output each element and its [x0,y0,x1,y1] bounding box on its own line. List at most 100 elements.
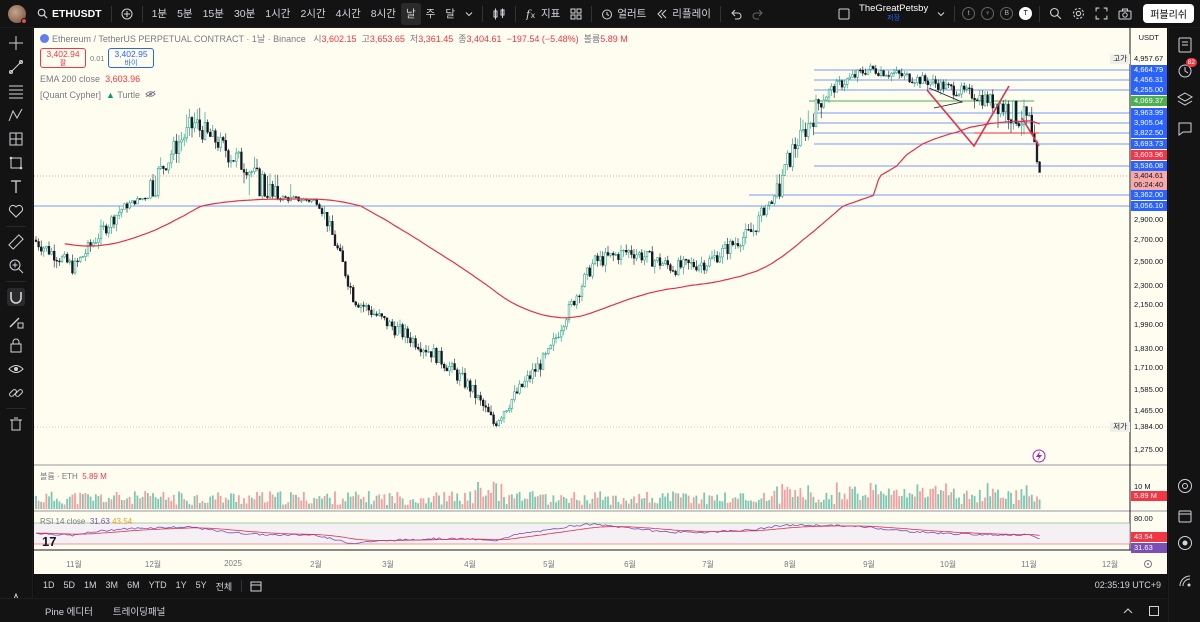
chart-area[interactable]: Ethereum / TetherUS PERPETUAL CONTRACT ·… [34,28,1167,574]
range-4[interactable]: 6M [127,579,140,590]
help-button[interactable] [1176,534,1194,552]
undo-button[interactable] [725,3,747,25]
interval-3[interactable]: 30분 [233,8,256,20]
pine-editor-tab[interactable]: Pine 에디터 [45,606,93,618]
buy-button[interactable]: 3,402.95 바이 [108,48,154,68]
candle [502,411,506,419]
magnet-tool[interactable] [7,288,25,306]
favorites-tool[interactable] [7,202,25,220]
layout-checkbox[interactable] [833,3,855,25]
calendar-range-icon[interactable] [250,580,262,592]
volume-bar [531,491,534,509]
range-8[interactable]: 전체 [215,581,233,592]
settings-button[interactable] [1067,3,1090,25]
interval-2[interactable]: 15분 [202,8,224,20]
low-label: 저 [409,34,419,44]
account-dropdown[interactable] [932,3,950,25]
range-3[interactable]: 3M [105,579,119,590]
currency-label[interactable]: USDT [1138,33,1159,42]
volume-bar [188,504,191,509]
interval-1[interactable]: 5분 [177,8,193,20]
ema-legend[interactable]: EMA 200 close 3,603.96 [40,74,140,84]
price-chart[interactable] [34,28,1167,574]
signals-button[interactable] [1176,477,1194,495]
interval-9[interactable]: 주 [425,8,436,20]
chart-type-button[interactable] [487,3,511,25]
social-circle-2[interactable]: ♀ [981,7,995,20]
interval-5[interactable]: 2시간 [300,8,326,20]
draw-mode-tool[interactable] [7,312,25,330]
trendline-tool[interactable] [7,58,25,76]
interval-dropdown[interactable] [460,3,478,25]
account-menu[interactable]: TheGreatPetsby 저장 [859,3,928,24]
calendar-button[interactable] [1176,507,1194,525]
add-symbol-button[interactable] [116,3,138,25]
time-settings-icon[interactable] [1143,559,1153,569]
clock[interactable]: 02:35:19 UTC+9 [1094,580,1161,590]
forecast-tool[interactable] [7,130,25,148]
plus-circle-icon [121,8,133,19]
tradingview-logo[interactable]: 17 [42,534,57,549]
eye-off-icon[interactable] [145,90,156,98]
link-tool[interactable] [7,384,25,402]
symbol-search[interactable]: ETHUSDT [32,3,107,25]
volume-legend[interactable]: 볼륨 · ETH 5.89 M [40,471,107,482]
interval-10[interactable]: 달 [445,8,455,20]
range-2[interactable]: 1M [84,579,97,590]
social-circle-4[interactable]: T [1019,7,1033,20]
shapes-tool[interactable] [7,154,25,172]
fullscreen-button[interactable] [1090,3,1113,25]
replay-button[interactable]: 리플레이 [651,3,716,25]
social-circle-1[interactable]: t [962,7,976,20]
templates-button[interactable] [565,3,587,25]
lock-tool[interactable] [7,336,25,354]
candle [281,196,285,201]
measure-tool[interactable] [7,233,25,251]
chat-button[interactable] [1176,120,1194,138]
interval-8[interactable]: 날 [400,2,421,25]
visibility-tool[interactable] [7,360,25,378]
range-5[interactable]: YTD [148,579,167,590]
range-0[interactable]: 1D [43,579,55,590]
fib-tool[interactable] [7,82,25,100]
range-7[interactable]: 5Y [195,579,207,590]
text-tool[interactable] [7,178,25,196]
quant-cypher-legend[interactable]: [Quant Cypher] ▲ Turtle [40,90,156,100]
range-6[interactable]: 1Y [175,579,187,590]
interval-6[interactable]: 4시간 [335,8,361,20]
user-avatar[interactable] [8,4,27,24]
volume-bar [133,491,136,509]
rsi-legend[interactable]: RSI 14 close 31.63 43.54 [40,517,132,526]
snapshot-button[interactable] [1113,3,1137,25]
watchlist-button[interactable] [1176,36,1194,54]
range-1[interactable]: 5D [63,579,76,590]
high-label: 고 [361,34,370,44]
crosshair-tool[interactable] [7,34,25,52]
redo-button[interactable] [747,3,769,25]
interval-4[interactable]: 1시간 [265,8,291,20]
delete-tool[interactable] [7,415,25,433]
volume-bar [822,499,825,509]
alert-button[interactable]: 얼러트 [596,3,651,25]
candle [645,251,649,258]
volume-bar [661,493,664,509]
zoom-tool[interactable] [7,257,25,275]
maximize-icon[interactable] [1148,605,1160,617]
sell-button[interactable]: 3,402.94 팔 [40,48,86,68]
social-circle-3[interactable]: B [1000,7,1014,20]
interval-0[interactable]: 1분 [151,8,168,20]
volume-bar [594,492,596,509]
candle [453,363,456,371]
trading-panel-tab[interactable]: 트레이딩패널 [112,606,166,618]
pattern-tool[interactable] [7,106,25,124]
layers-button[interactable] [1176,90,1194,108]
quick-search-button[interactable] [1044,3,1067,25]
notifications-button[interactable] [1176,572,1194,590]
candle [799,130,802,146]
alerts-panel-button[interactable]: 82 [1176,58,1197,80]
interval-7[interactable]: 8시간 [370,8,396,20]
publish-button[interactable]: 퍼블리쉬 [1143,4,1194,23]
volume-bar [781,483,784,509]
chevron-up-icon[interactable] [1122,605,1134,617]
